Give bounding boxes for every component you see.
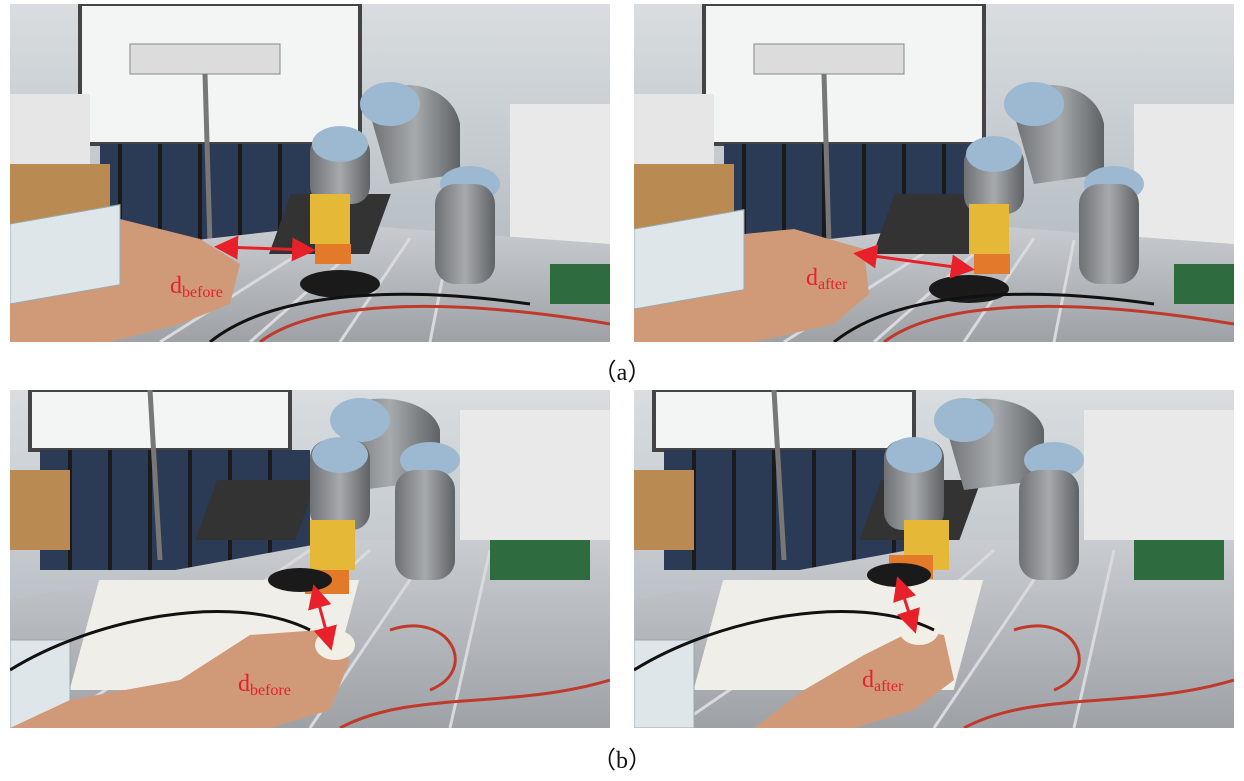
distance-label-b-after: dafter: [862, 667, 904, 695]
distance-label-b-before: dbefore: [238, 671, 291, 699]
caption-a: （a）: [592, 360, 652, 386]
photo-a-before: dbefore: [10, 4, 610, 342]
scene-b-before: [10, 390, 610, 728]
distance-arrow-b-before: [308, 584, 337, 651]
distance-label-a-before: dbefore: [170, 273, 223, 301]
photo-b-after: dafter: [634, 390, 1234, 728]
distance-arrow-a-before: [214, 235, 316, 262]
scene-a-before: [10, 4, 610, 342]
distance-arrow-b-after: [893, 576, 920, 634]
scene-b-after: [634, 390, 1234, 728]
scene-a-after: [634, 4, 1234, 342]
photo-b-before: dbefore: [10, 390, 610, 728]
distance-label-a-after: dafter: [806, 265, 848, 293]
distance-arrow-a-after: [853, 244, 975, 279]
caption-b: （b）: [592, 748, 652, 774]
photo-a-after: dafter: [634, 4, 1234, 342]
